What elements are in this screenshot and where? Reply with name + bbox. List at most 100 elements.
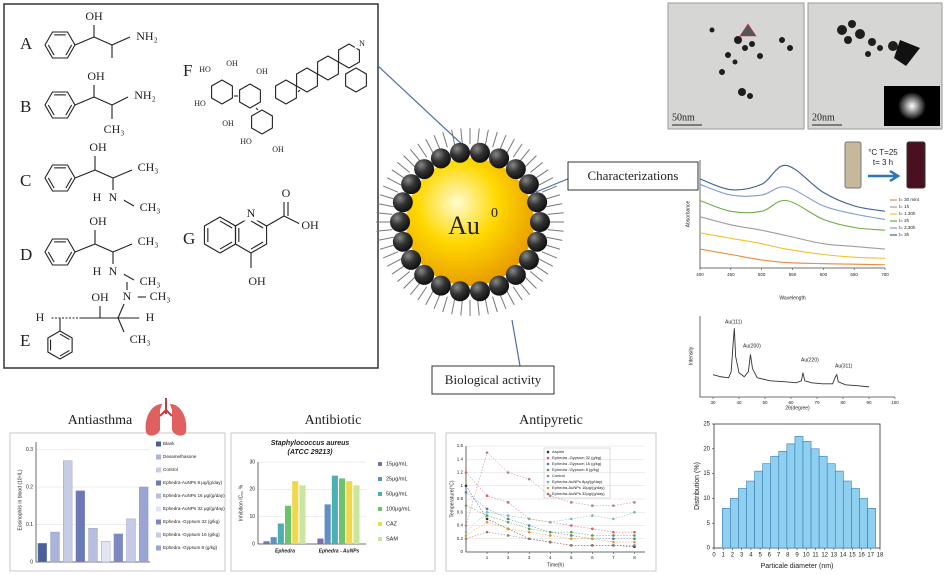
data-point [464, 524, 468, 527]
data-point [548, 530, 552, 534]
data-point [548, 534, 552, 537]
spectrum-line [699, 183, 886, 220]
shell-sphere [450, 142, 471, 163]
y-tick-label: 1.6 [457, 443, 464, 448]
data-point [527, 477, 531, 481]
data-point [527, 530, 531, 534]
series-line [465, 505, 635, 536]
atom-label: N [247, 206, 256, 220]
bond [59, 333, 70, 341]
data-point [591, 514, 594, 517]
particle-blob [865, 51, 871, 57]
x-tick-label: 650 [850, 272, 858, 277]
ligand [547, 229, 564, 232]
callout-box [431, 365, 555, 395]
atom-backdrop [299, 219, 321, 233]
saed-glow [898, 92, 926, 120]
ligand [433, 134, 441, 151]
data-point [569, 517, 573, 521]
y-axis-label: Eosinophils in blood (10⁹/L) [17, 469, 23, 530]
legend-swatch [378, 462, 382, 466]
scale-label: 20nm [812, 112, 835, 123]
legend-swatch [156, 454, 161, 460]
bond [65, 251, 73, 263]
shell-sphere [450, 281, 471, 302]
y-tick-label: 5 [707, 521, 711, 527]
ligand [546, 203, 563, 208]
atom-backdrop [116, 290, 138, 304]
bar [353, 485, 360, 544]
histogram-bar [843, 480, 852, 549]
axis [699, 316, 895, 398]
particle-blob [738, 88, 746, 96]
x-tick-label: 12 [821, 553, 828, 559]
histogram-bar [818, 455, 828, 549]
bar [101, 541, 111, 563]
data-point [485, 517, 489, 521]
x-tick-label: 3 [740, 553, 744, 559]
panel-frame [445, 432, 657, 572]
shell-sphere [505, 159, 526, 180]
ligand [391, 169, 406, 180]
data-point [591, 544, 594, 547]
data-point [485, 507, 489, 511]
data-point [548, 540, 552, 544]
x-tick-label: 500 [758, 272, 766, 277]
vial [906, 141, 926, 189]
particle-blob [709, 27, 715, 33]
ring [211, 79, 233, 105]
bond [111, 36, 131, 46]
data-point [569, 530, 573, 534]
data-point [506, 517, 510, 521]
atom-label: CH₃ [140, 274, 161, 288]
legend-label: Ephedra-AuNPs 32μg/(g/day) [552, 491, 605, 496]
y-tick-label: 0 [707, 546, 711, 552]
element-superscript: 0 [491, 206, 498, 221]
x-tick-label: 400 [696, 272, 704, 277]
structure-label: G [183, 229, 195, 248]
data-point [633, 501, 636, 504]
data-point [612, 537, 615, 541]
legend-label: 15μg/mL [386, 461, 408, 467]
legend-label: SAM [386, 536, 398, 542]
ring [338, 43, 360, 69]
atom-label: N [123, 289, 132, 303]
y-tick-label: 20 [703, 446, 710, 452]
x-tick-label: 60 [788, 400, 794, 405]
vial [844, 141, 862, 189]
data-point [464, 484, 468, 488]
diffraction-line [712, 328, 870, 388]
atom-label: N [109, 190, 118, 204]
particle-blob [868, 38, 876, 46]
structures-box [3, 3, 379, 369]
histogram-bar [867, 508, 876, 549]
atom-backdrop [254, 67, 270, 77]
data-point [591, 504, 594, 507]
atom-backdrop [89, 291, 111, 305]
bond [117, 317, 125, 333]
data-point [591, 537, 594, 541]
histogram-bar [721, 508, 731, 549]
peak-label: Au(311) [835, 363, 853, 369]
x-tick-label: 3 [528, 555, 531, 560]
panel-title: Antibiotic [305, 413, 362, 428]
bond [250, 220, 264, 229]
bond [74, 36, 95, 46]
atom-label: HO [240, 137, 252, 146]
legend-label: Blank [163, 441, 175, 446]
ligand [519, 149, 531, 163]
x-tick-label: 70 [814, 400, 820, 405]
shell-sphere [489, 148, 510, 169]
element-label: Au [448, 211, 480, 240]
data-point [485, 451, 489, 454]
connector [377, 65, 469, 151]
atom-label: CH₃ [150, 289, 171, 303]
atom-backdrop [87, 141, 109, 155]
ligand [391, 264, 406, 275]
ligand [460, 128, 463, 145]
callout-box [567, 161, 699, 191]
peak-label: Au(220) [801, 357, 819, 363]
ligand [538, 177, 554, 186]
